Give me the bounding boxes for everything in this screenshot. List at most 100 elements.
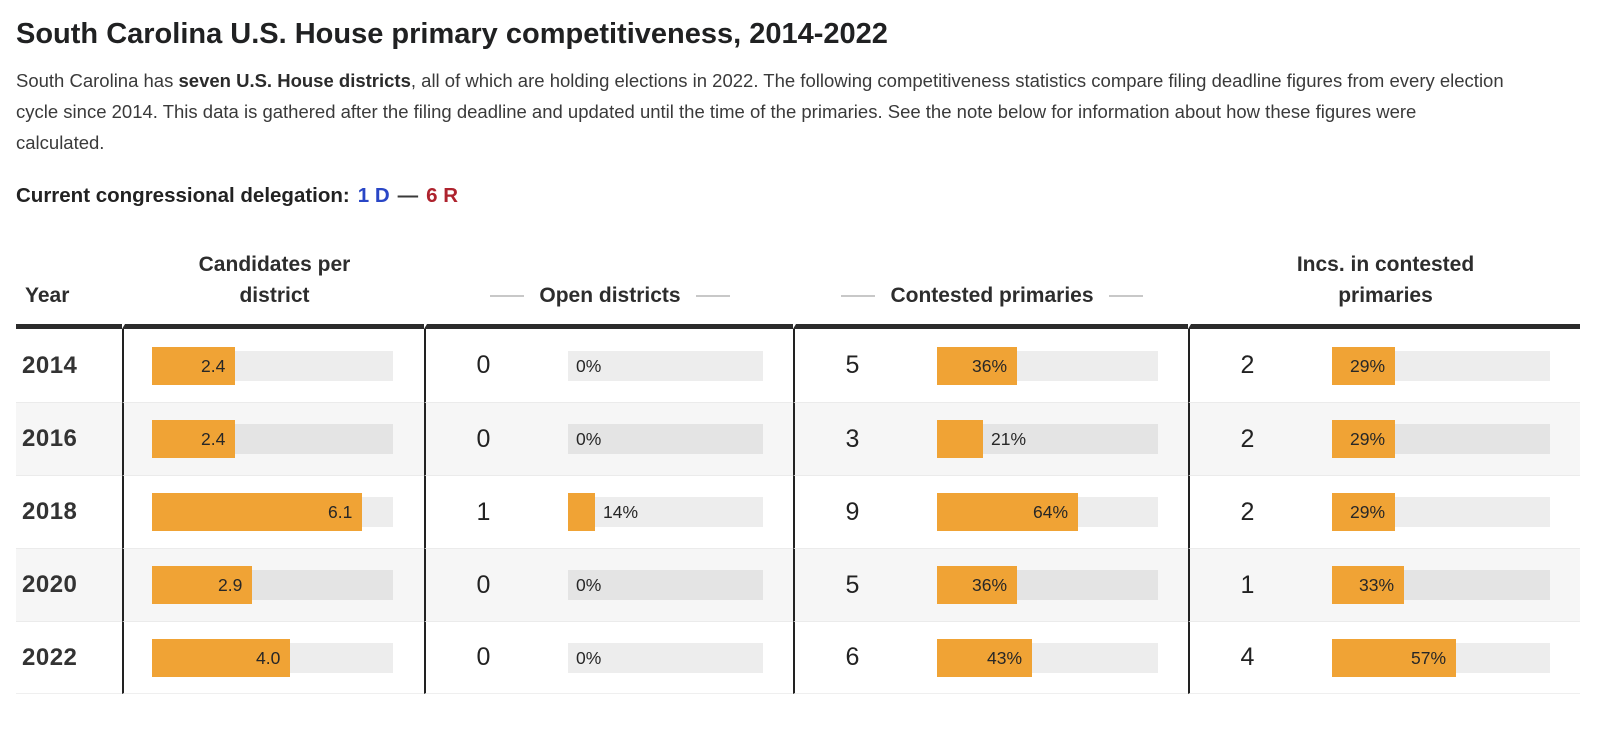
candidates-per-district-cell: 6.1 <box>122 475 424 548</box>
header-dash-right <box>695 294 730 297</box>
bar-value-label: 4.0 <box>256 647 281 668</box>
table-header: Year Candidates per district Open distri… <box>16 242 1580 329</box>
bar-percent-label: 0% <box>576 429 602 449</box>
bar-cell-content: 0 0% <box>426 549 793 621</box>
percent-bar <box>1332 493 1396 531</box>
candidates-per-district-cell: 2.4 <box>122 402 424 475</box>
bar-percent-label: 29% <box>1350 502 1386 522</box>
column-header-incs-in-contested-primaries: Incs. in contested primaries <box>1188 242 1580 329</box>
intro-text-end: , all of which are holding elections in … <box>16 70 1504 153</box>
bar-percent-label: 29% <box>1350 429 1386 449</box>
value-bar <box>152 493 362 531</box>
intro-text-bold: seven U.S. House districts <box>178 70 411 91</box>
bar-value-label: 2.4 <box>201 429 226 449</box>
bar-cell-content: 0 0% <box>426 329 793 402</box>
table-row: 2018 6.1 1 14% 9 64% 2 29% <box>16 475 1580 548</box>
bar-track: 0% <box>568 570 763 600</box>
bar-value-label: 6.1 <box>328 502 353 522</box>
count-value: 3 <box>845 424 860 453</box>
bar-percent-label: 0% <box>576 355 602 376</box>
bar-track: 2.9 <box>152 566 393 604</box>
open-districts-cell: 0 0% <box>424 329 793 402</box>
bar-track: 21% <box>937 420 1158 458</box>
dem-count: 1 D <box>357 184 390 207</box>
bar-track: 2.4 <box>152 346 393 385</box>
bar-percent-label: 64% <box>1033 502 1069 522</box>
bar-track: 64% <box>937 493 1158 531</box>
page: South Carolina U.S. House primary compet… <box>16 18 1584 694</box>
bar-percent-label: 43% <box>987 647 1023 668</box>
bar-track: 0% <box>568 642 763 673</box>
bar-cell-content: 1 14% <box>426 476 793 548</box>
count-value: 0 <box>476 424 491 453</box>
percent-bar <box>1332 346 1396 385</box>
incs-contested-cell: 2 29% <box>1188 402 1580 475</box>
count-value: 2 <box>1240 351 1255 379</box>
open-districts-cell: 0 0% <box>424 548 793 621</box>
percent-bar <box>937 566 1017 604</box>
bar-cell-content: 6.1 <box>124 476 424 548</box>
delegation-label: Current congressional delegation: <box>16 184 350 207</box>
bar-cell-content: 4 57% <box>1190 622 1580 693</box>
bar-cell-content: 2.9 <box>124 549 424 621</box>
column-header-year: Year <box>16 242 122 329</box>
page-title: South Carolina U.S. House primary compet… <box>16 18 888 50</box>
percent-bar <box>1332 638 1457 677</box>
header-dash-left <box>841 294 876 297</box>
percent-bar <box>937 420 984 458</box>
intro-text-start: South Carolina has <box>16 70 179 91</box>
bar-track: 36% <box>937 566 1158 604</box>
year-cell: 2020 <box>16 548 122 621</box>
percent-bar <box>937 493 1079 531</box>
bar-percent-label: 36% <box>972 355 1008 376</box>
bar-track: 6.1 <box>152 493 393 531</box>
open-districts-cell: 1 14% <box>424 475 793 548</box>
open-districts-cell: 0 0% <box>424 402 793 475</box>
incs-contested-cell: 1 33% <box>1188 548 1580 621</box>
bar-cell-content: 3 21% <box>795 403 1188 475</box>
bar-cell-content: 5 36% <box>795 549 1188 621</box>
bar-cell-content: 2 29% <box>1190 476 1580 548</box>
contested-primaries-cell: 9 64% <box>793 475 1188 548</box>
bar-percent-label: 14% <box>603 502 639 522</box>
bar-cell-content: 2.4 <box>124 329 424 402</box>
bar-cell-content: 4.0 <box>124 622 424 693</box>
bar-track: 0% <box>568 424 763 454</box>
count-value: 0 <box>476 570 491 599</box>
bar-track: 2.4 <box>152 420 393 458</box>
count-value: 9 <box>845 497 860 526</box>
incs-contested-cell: 2 29% <box>1188 475 1580 548</box>
count-value: 5 <box>845 570 860 599</box>
year-cell: 2016 <box>16 402 122 475</box>
bar-cell-content: 2.4 <box>124 403 424 475</box>
count-value: 5 <box>845 351 860 379</box>
contested-primaries-cell: 3 21% <box>793 402 1188 475</box>
count-value: 1 <box>476 497 491 526</box>
bar-track: 14% <box>568 493 763 531</box>
value-bar <box>152 638 290 677</box>
count-value: 0 <box>476 351 491 379</box>
table-row: 2022 4.0 0 0% 6 43% 4 57% <box>16 621 1580 694</box>
count-value: 6 <box>845 643 860 671</box>
percent-bar <box>1332 566 1404 604</box>
header-dash-right <box>1108 294 1143 297</box>
contested-primaries-cell: 5 36% <box>793 548 1188 621</box>
bar-cell-content: 6 43% <box>795 622 1188 693</box>
bar-track: 0% <box>568 350 763 381</box>
contested-primaries-cell: 5 36% <box>793 329 1188 402</box>
bar-track: 29% <box>1332 493 1550 531</box>
value-bar <box>152 346 235 385</box>
count-value: 4 <box>1240 643 1255 671</box>
table-row: 2014 2.4 0 0% 5 36% 2 29% <box>16 329 1580 402</box>
incs-contested-cell: 4 57% <box>1188 621 1580 694</box>
candidates-per-district-cell: 2.9 <box>122 548 424 621</box>
delegation-line: Current congressional delegation: 1 D — 6 R <box>16 184 1584 208</box>
column-header-candidates-per-district: Candidates per district <box>122 242 424 329</box>
bar-value-label: 2.9 <box>218 575 243 595</box>
bar-percent-label: 21% <box>991 429 1027 449</box>
incs-contested-cell: 2 29% <box>1188 329 1580 402</box>
bar-track: 57% <box>1332 638 1550 677</box>
column-header-contested-primaries: Contested primaries <box>793 242 1188 329</box>
year-cell: 2022 <box>16 621 122 694</box>
bar-cell-content: 2 29% <box>1190 403 1580 475</box>
